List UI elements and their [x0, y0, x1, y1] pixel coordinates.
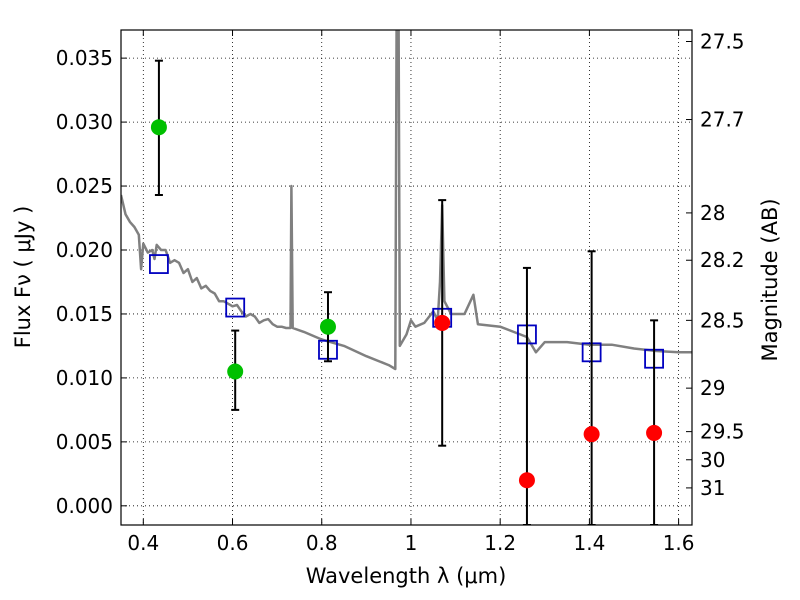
- x-tick-label: 0.8: [306, 531, 338, 555]
- y-tick-label: 0.030: [56, 110, 113, 134]
- right-tick-label: 28.2: [700, 248, 745, 272]
- plot-frame: [120, 29, 693, 526]
- y-tick-label: 0.035: [56, 46, 113, 70]
- y-axis-label-right: Magnitude (AB): [758, 198, 782, 361]
- model-flux-square: [149, 254, 169, 274]
- x-tick-label: 1.6: [663, 531, 695, 555]
- photometry-point: [434, 314, 451, 331]
- y-tick-label: 0.010: [56, 366, 113, 390]
- right-tick-label: 29.5: [700, 420, 745, 444]
- axis-ticks: 0.4 0.6 0.8 1 1.2 1.4 1.6 0.000 0.005 0.010 0.015 0…: [56, 30, 745, 555]
- photometry-point: [518, 472, 535, 489]
- plot-area: [121, 30, 692, 525]
- x-tick-label: 0.6: [217, 531, 249, 555]
- right-tick-label: 30: [700, 448, 725, 472]
- x-tick-label: 1.4: [573, 531, 605, 555]
- x-axis-label: Wavelength λ (μm): [306, 564, 507, 588]
- right-tick-label: 28.5: [700, 308, 745, 332]
- y-tick-label: 0.020: [56, 238, 113, 262]
- grid-lines: [121, 30, 692, 525]
- y-tick-label: 0.005: [56, 430, 113, 454]
- photometry-point: [150, 119, 167, 136]
- model-flux-square: [225, 297, 246, 318]
- y-tick-label: 0.000: [56, 494, 113, 518]
- photometry-point: [227, 363, 244, 380]
- y-tick-label: 0.025: [56, 174, 113, 198]
- photometry-point: [583, 426, 600, 443]
- right-tick-label: 28: [700, 201, 725, 225]
- right-tick-label: 27.7: [700, 108, 745, 132]
- y-tick-label: 0.015: [56, 302, 113, 326]
- x-tick-label: 0.4: [127, 531, 159, 555]
- photometry-point: [646, 424, 663, 441]
- sed-model-line: [121, 30, 692, 371]
- photometry-point: [319, 318, 336, 335]
- x-tick-label: 1.2: [484, 531, 516, 555]
- right-tick-label: 31: [700, 476, 725, 500]
- x-tick-label: 1: [405, 531, 418, 555]
- right-tick-label: 27.5: [700, 30, 745, 54]
- y-axis-label-left: Flux Fν ( μJy ): [11, 206, 35, 349]
- right-tick-label: 29: [700, 376, 725, 400]
